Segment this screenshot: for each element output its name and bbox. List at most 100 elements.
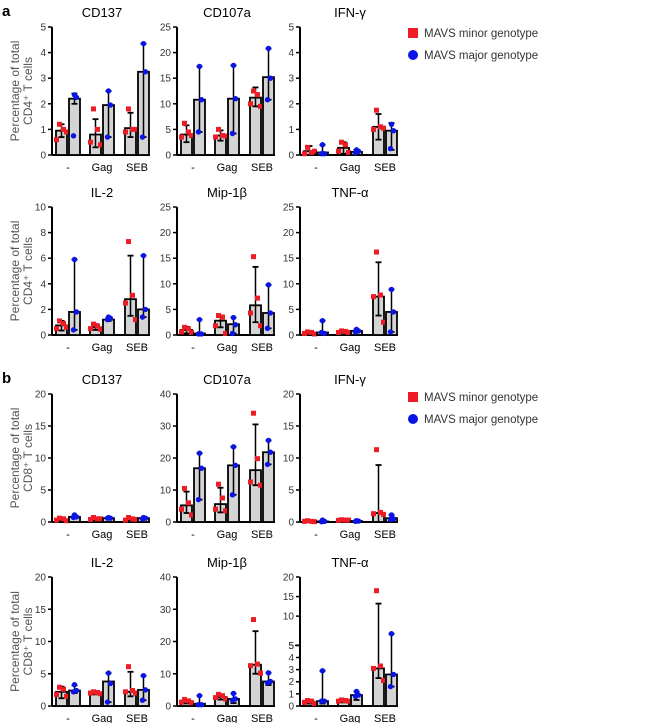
data-point-minor — [61, 320, 66, 326]
data-point-major — [230, 690, 237, 697]
data-point-minor — [64, 324, 69, 330]
data-point-minor — [130, 126, 135, 132]
data-point-minor — [57, 684, 62, 690]
data-point-major — [390, 127, 397, 134]
data-point-minor — [88, 516, 93, 522]
data-point-major — [264, 325, 271, 332]
y-axis-label-line2: CD4⁺ T cells — [21, 57, 35, 125]
data-point-major — [105, 670, 112, 676]
y-tick-label: 1 — [288, 125, 294, 136]
y-tick-label: 20 — [160, 228, 172, 239]
data-point-major — [70, 689, 77, 695]
data-point-minor — [371, 665, 376, 671]
data-point-minor — [186, 129, 191, 135]
data-point-minor — [339, 697, 344, 703]
x-tick-label: Gag — [340, 713, 361, 723]
data-point-major — [195, 129, 202, 135]
y-tick-label: 0 — [40, 702, 46, 713]
x-tick-label: Gag — [92, 529, 113, 541]
y-tick-label: 5 — [40, 669, 46, 680]
data-point-minor — [98, 516, 103, 522]
data-point-major — [71, 256, 78, 263]
y-tick-label: 5 — [288, 641, 294, 652]
chart-panel: CD107a 0 10 20 30 40 - Gag SEB — [160, 372, 275, 541]
x-tick-label: - — [191, 713, 195, 723]
panel-title: CD107a — [203, 5, 251, 20]
chart-panel: Mip-1β 0 5 10 15 20 25 - Gag SEB — [160, 185, 275, 354]
data-point-major — [387, 683, 394, 690]
y-tick-label: 0 — [165, 518, 171, 529]
data-point-minor — [336, 517, 341, 523]
x-tick-label: - — [66, 529, 70, 541]
data-point-minor — [88, 326, 93, 332]
data-point-minor — [220, 693, 225, 699]
x-tick-label: Gag — [92, 713, 113, 723]
data-point-major — [196, 450, 203, 456]
x-tick-label: Gag — [217, 713, 238, 723]
y-tick-label: 10 — [35, 637, 47, 648]
data-point-minor — [339, 328, 344, 334]
data-point-minor — [343, 517, 348, 523]
data-point-minor — [130, 688, 135, 694]
y-tick-label: 0 — [288, 151, 294, 162]
legend-label: MAVS minor genotype — [424, 392, 538, 404]
data-point-minor — [98, 691, 103, 697]
data-point-major — [196, 316, 203, 323]
data-point-major — [139, 134, 146, 140]
y-tick-label: 2 — [40, 305, 46, 316]
data-point-major — [318, 329, 325, 336]
data-point-minor — [98, 142, 103, 148]
data-point-minor — [309, 698, 314, 704]
data-point-minor — [305, 144, 310, 150]
bar-major — [68, 97, 81, 156]
y-tick-label: 4 — [40, 48, 46, 59]
data-point-minor — [133, 690, 138, 696]
data-point-major — [265, 670, 272, 676]
y-tick-label: 30 — [160, 605, 172, 616]
data-point-minor — [54, 326, 59, 332]
data-point-minor — [182, 324, 187, 330]
data-point-minor — [64, 518, 69, 524]
data-point-minor — [381, 125, 386, 131]
data-point-major — [229, 130, 236, 137]
data-point-major — [319, 142, 326, 148]
data-point-minor — [54, 691, 59, 697]
data-point-minor — [378, 124, 383, 130]
data-point-minor — [339, 517, 344, 523]
data-point-minor — [312, 519, 317, 525]
data-point-minor — [95, 126, 100, 132]
x-tick-label: Gag — [340, 162, 361, 174]
data-point-minor — [251, 88, 256, 94]
data-point-minor — [220, 314, 225, 320]
data-point-minor — [248, 479, 253, 485]
data-point-minor — [130, 516, 135, 522]
x-tick-label: - — [191, 342, 195, 354]
chart-panel: CD137 0 5 10 15 20 - Gag SEB — [35, 372, 150, 541]
panel-title: CD107a — [203, 372, 251, 387]
data-point-major — [388, 121, 395, 127]
data-point-minor — [213, 134, 218, 140]
data-point-minor — [95, 516, 100, 522]
panel-letter-b: b — [2, 370, 11, 387]
y-axis-label: Percentage of total CD4⁺ T cells — [8, 41, 35, 142]
data-point-major — [104, 699, 111, 705]
data-point-minor — [302, 699, 307, 705]
data-point-minor — [305, 329, 310, 335]
data-point-minor — [251, 410, 256, 416]
data-point-major — [319, 668, 326, 674]
data-point-major — [229, 330, 236, 337]
x-tick-label: - — [66, 342, 70, 354]
y-tick-label: 25 — [283, 203, 295, 214]
y-axis-label-line1: Percentage of total — [8, 221, 22, 322]
x-tick-label: - — [191, 529, 195, 541]
data-point-major — [265, 437, 272, 444]
data-point-minor — [258, 482, 263, 488]
chart-panel: Mip-1β 0 10 20 30 40 - Gag SEB — [160, 555, 275, 723]
data-point-major — [73, 94, 80, 101]
x-tick-label: SEB — [251, 162, 273, 174]
data-point-major — [264, 97, 271, 103]
x-tick-label: - — [314, 529, 318, 541]
x-tick-label: SEB — [126, 529, 148, 541]
data-point-minor — [64, 129, 69, 135]
